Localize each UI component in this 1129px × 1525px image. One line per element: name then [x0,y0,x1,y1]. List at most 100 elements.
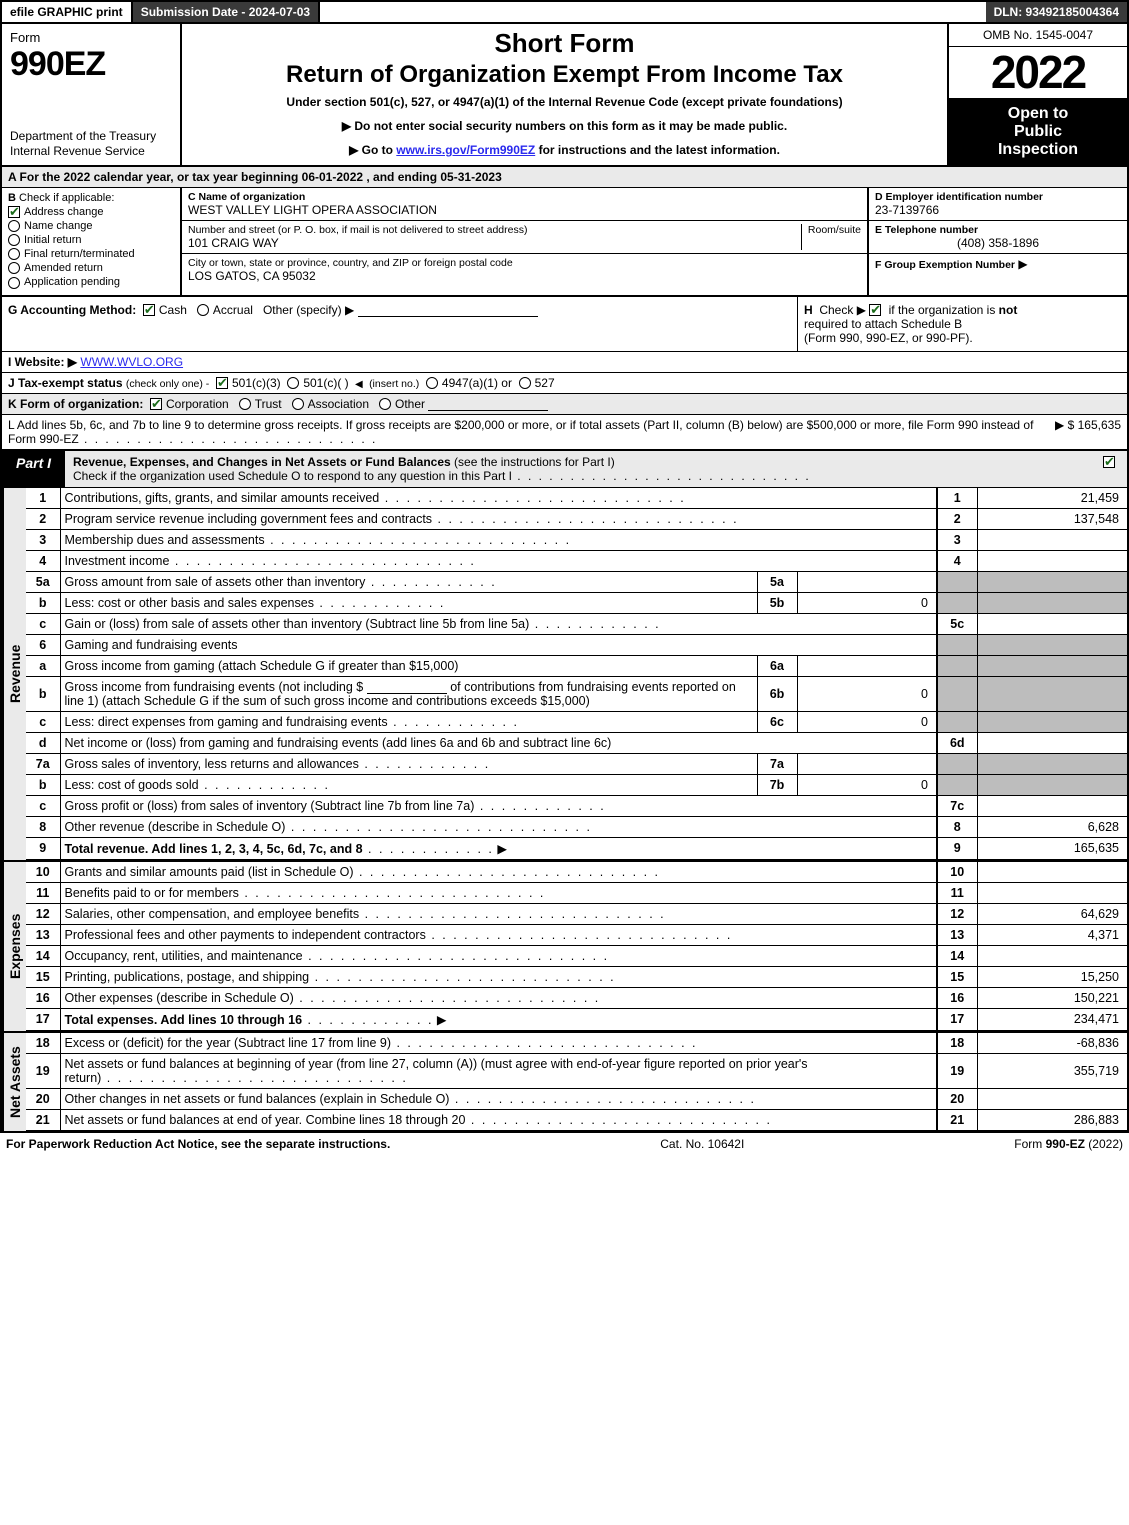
opt-amended-return[interactable]: Amended return [8,262,174,274]
k-other-input[interactable] [428,397,548,411]
website-link[interactable]: WWW.WVLO.ORG [80,355,183,369]
l9-desc: Total revenue. Add lines 1, 2, 3, 4, 5c,… [65,842,363,856]
k-label: K Form of organization: [8,397,143,411]
line-6: 6 Gaming and fundraising events [26,634,1127,655]
line-14: 14 Occupancy, rent, utilities, and maint… [26,945,1127,966]
chk-cash[interactable] [143,304,155,316]
g-accrual: Accrual [213,303,253,317]
k-o3: Association [308,397,369,411]
g-other-input[interactable] [358,303,538,317]
j-o2: 501(c)( ) [303,376,348,390]
efile-label[interactable]: efile GRAPHIC print [2,2,133,22]
header-right: OMB No. 1545-0047 2022 Open to Public In… [947,24,1127,165]
footer-right-form: 990-EZ [1046,1137,1085,1151]
radio-assoc[interactable] [292,398,304,410]
l6b-blank[interactable] [367,680,447,694]
radio-4947[interactable] [426,377,438,389]
chk-sched-o[interactable] [1103,456,1115,468]
g-accounting: G Accounting Method: Cash Accrual Other … [2,297,797,351]
vtab-net-assets: Net Assets [2,1033,26,1131]
opt-name-change[interactable]: Name change [8,220,174,232]
line-1: 1 Contributions, gifts, grants, and simi… [26,488,1127,509]
i-label: I Website: ▶ [8,355,77,369]
line-2: 2 Program service revenue including gove… [26,508,1127,529]
form-number: 990EZ [10,45,172,84]
radio-initial-return[interactable] [8,234,20,246]
opt-initial-return[interactable]: Initial return [8,234,174,246]
row-l: L Add lines 5b, 6c, and 7b to line 9 to … [0,415,1129,450]
h-not: not [999,303,1018,317]
line-18: 18 Excess or (deficit) for the year (Sub… [26,1033,1127,1054]
line-7b: b Less: cost of goods sold 7b 0 [26,774,1127,795]
j-note: (check only one) - [126,378,209,390]
line-17: 17 Total expenses. Add lines 10 through … [26,1008,1127,1030]
header-mid: Short Form Return of Organization Exempt… [182,24,947,165]
line-19: 19 Net assets or fund balances at beginn… [26,1053,1127,1088]
topbar-spacer [320,2,336,22]
line-20: 20 Other changes in net assets or fund b… [26,1088,1127,1109]
h-txt2: if the organization is [889,303,999,317]
line-13: 13 Professional fees and other payments … [26,924,1127,945]
row-k-org: K Form of organization: Corporation Trus… [0,394,1129,415]
j-o4: 527 [535,376,555,390]
row-a-period: A For the 2022 calendar year, or tax yea… [0,167,1129,188]
line-10: 10 Grants and similar amounts paid (list… [26,862,1127,883]
line-4: 4 Investment income 4 [26,550,1127,571]
opt-application-pending[interactable]: Application pending [8,276,174,288]
footer-mid: Cat. No. 10642I [660,1137,744,1151]
line-6d: d Net income or (loss) from gaming and f… [26,732,1127,753]
room-label: Room/suite [801,224,861,250]
opt-final-return[interactable]: Final return/terminated [8,248,174,260]
radio-accrual[interactable] [197,304,209,316]
chk-sched-b[interactable] [869,304,881,316]
j-o1: 501(c)(3) [232,376,281,390]
city-val: LOS GATOS, CA 95032 [188,269,861,283]
inspect-1: Open to [953,105,1123,123]
b-letter: B [8,192,16,204]
vtab-expenses: Expenses [2,862,26,1031]
checkbox-address-change[interactable] [8,206,20,218]
c-label: C Name of organization [188,191,861,203]
dln: DLN: 93492185004364 [986,2,1127,22]
note2-pre: ▶ Go to [349,143,396,157]
radio-application-pending[interactable] [8,277,20,289]
footer-right-pre: Form [1014,1137,1045,1151]
form-subtitle: Under section 501(c), 527, or 4947(a)(1)… [286,95,842,109]
addr-label: Number and street (or P. O. box, if mail… [188,224,795,236]
l6b-d1: Gross income from fundraising events (no… [65,680,364,694]
chk-501c3[interactable] [216,377,228,389]
g-label: G Accounting Method: [8,303,136,317]
radio-501c[interactable] [287,377,299,389]
h-schedule-b: H Check ▶ if the organization is not req… [797,297,1127,351]
j-label: J Tax-exempt status [8,376,123,390]
opt-address-change[interactable]: Address change [8,206,174,218]
part1-title: Revenue, Expenses, and Changes in Net As… [65,451,1095,487]
form-title: Return of Organization Exempt From Incom… [286,61,843,89]
radio-527[interactable] [519,377,531,389]
radio-other-org[interactable] [379,398,391,410]
radio-name-change[interactable] [8,220,20,232]
submission-date: Submission Date - 2024-07-03 [133,2,320,22]
org-name: WEST VALLEY LIGHT OPERA ASSOCIATION [188,203,861,217]
form-header: Form 990EZ Department of the Treasury In… [0,24,1129,167]
inspect-3: Inspection [953,141,1123,159]
line-6b: b Gross income from fundraising events (… [26,676,1127,711]
form-word: Form [10,30,172,45]
open-to-public: Open to Public Inspection [949,99,1127,165]
radio-final-return[interactable] [8,248,20,260]
footer-right-post: (2022) [1085,1137,1123,1151]
line-7a: 7a Gross sales of inventory, less return… [26,753,1127,774]
line-5b: b Less: cost or other basis and sales ex… [26,592,1127,613]
f-group-cell: F Group Exemption Number ▶ [869,254,1127,274]
b-check-label: Check if applicable: [19,192,114,204]
line-9: 9 Total revenue. Add lines 1, 2, 3, 4, 5… [26,837,1127,859]
part1-check [1095,451,1127,487]
line-8: 8 Other revenue (describe in Schedule O)… [26,816,1127,837]
chk-corp[interactable] [150,398,162,410]
radio-amended-return[interactable] [8,262,20,274]
topbar: efile GRAPHIC print Submission Date - 20… [0,0,1129,24]
irs-link[interactable]: www.irs.gov/Form990EZ [396,143,535,157]
radio-trust[interactable] [239,398,251,410]
revenue-block: Revenue 1 Contributions, gifts, grants, … [0,488,1129,862]
l17-desc: Total expenses. Add lines 10 through 16 [65,1013,303,1027]
